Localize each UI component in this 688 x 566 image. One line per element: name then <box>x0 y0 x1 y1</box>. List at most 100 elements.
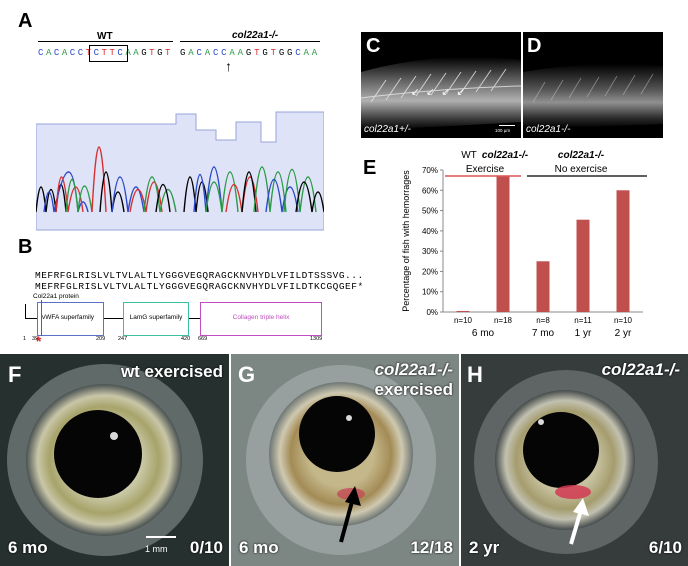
h-arrow-icon <box>569 498 589 545</box>
dna-base: G <box>157 48 164 58</box>
dna-base: G <box>180 48 186 58</box>
age-label: 7 mo <box>532 328 555 339</box>
fish-vessels-c <box>361 56 521 130</box>
panel-e-letter: E <box>363 157 377 179</box>
y-tick-label: 10% <box>422 288 438 297</box>
vwfa-label: vWFA superfamily <box>42 314 95 321</box>
dna-base: C <box>117 48 124 58</box>
panel-c-image: ↙ ↙ ↙ ↙ col22a1+/- 100 µm <box>361 32 521 138</box>
mut-protein-sequence: MEFRFGLRISLVLTVLALTLYGGGVEGQRAGCKNVHYDLV… <box>35 281 364 292</box>
panel-h-letter: H <box>467 362 483 387</box>
g-title-2: exercised <box>374 380 453 399</box>
dna-base: A <box>45 48 52 58</box>
h-count: 6/10 <box>648 538 682 557</box>
dna-base: C <box>77 48 84 58</box>
y-tick-label: 20% <box>422 267 438 276</box>
lamg-domain: LamG superfamily <box>123 302 189 336</box>
f-age: 6 mo <box>8 538 48 557</box>
f-title: wt exercised <box>120 362 223 381</box>
dna-base: G <box>278 48 285 58</box>
bar-0 <box>456 310 470 312</box>
mutation-marker-line <box>41 300 42 336</box>
panel-b-letter: B <box>18 236 33 258</box>
panel-a-letter: A <box>18 10 33 32</box>
dna-base: G <box>245 48 252 58</box>
bar-4 <box>616 190 630 312</box>
n-label: n=10 <box>614 316 633 325</box>
pos-1309: 1309 <box>310 336 323 342</box>
panel-g-image: col22a1-/- exercised 6 mo 12/18 <box>231 354 459 566</box>
g-count: 12/18 <box>410 538 453 557</box>
f-count: 0/10 <box>189 538 223 557</box>
dna-base: A <box>229 48 236 58</box>
group-mut-2: col22a1-/- <box>558 150 605 161</box>
dna-base: C <box>295 48 302 58</box>
dna-base: T <box>109 48 116 58</box>
dna-base: C <box>38 48 44 58</box>
n-label: n=8 <box>536 316 550 325</box>
protein-label: Col22a1 protein <box>33 293 79 300</box>
panel-d-letter: D <box>527 35 542 57</box>
dna-base: G <box>287 48 293 58</box>
vwfa-domain: vWFA superfamily <box>37 302 104 336</box>
dna-base: G <box>262 48 269 58</box>
wt-bracket <box>38 41 173 42</box>
h-arrow <box>565 496 591 546</box>
h-age: 2 yr <box>469 538 500 557</box>
dna-base: A <box>311 48 318 58</box>
deletion-box <box>89 45 128 62</box>
c-arrows: ↙ ↙ ↙ ↙ <box>411 87 467 98</box>
panel-d-image: col22a1-/- <box>523 32 663 138</box>
collagen-label: Collagen triple helix <box>232 314 290 321</box>
panel-g-letter: G <box>238 362 256 387</box>
group-mut: col22a1-/- <box>482 150 529 161</box>
panel-f-letter: F <box>8 362 22 387</box>
dna-base: A <box>61 48 68 58</box>
mutation-arrow: ↑ <box>225 58 232 74</box>
bar-2 <box>536 261 550 312</box>
dna-base: A <box>125 48 132 58</box>
dna-base: T <box>85 48 92 58</box>
c-genotype: col22a1+/- <box>364 124 411 135</box>
n-label: n=10 <box>454 316 473 325</box>
panel-h-image: col22a1-/- 2 yr 6/10 <box>461 354 688 566</box>
pos-420: 420 <box>181 336 191 342</box>
c-scale-bar <box>499 125 515 126</box>
y-tick-label: 70% <box>422 166 438 175</box>
pos-39: 39 <box>32 336 39 342</box>
y-tick-label: 30% <box>422 247 438 256</box>
collagen-domain: Collagen triple helix <box>200 302 322 336</box>
mut-protein-text: MEFRFGLRISLVLTVLALTLYGGGVEGQRAGCKNVHYDLV… <box>35 281 364 292</box>
f-scale-bar <box>146 536 176 538</box>
panel-c-letter: C <box>366 35 381 57</box>
age-label: 6 mo <box>472 328 495 339</box>
hemorrhage-chart: 0% 10% 20% 30% 40% 50% 60% 70% Percentage of fis… <box>401 150 647 339</box>
wt-protein-sequence: MEFRFGLRISLVLTVLALTLYGGGVEGQRAGCKNVHYDLV… <box>35 270 364 281</box>
bar-3 <box>576 219 590 312</box>
f-scale-label: 1 mm <box>145 544 168 554</box>
pos-1: 1 <box>23 336 27 342</box>
dna-base: T <box>270 48 277 58</box>
c-scale-label: 100 µm <box>495 128 511 133</box>
group-wt: WT <box>461 150 477 161</box>
panel-f-image: wt exercised 6 mo 0/10 1 mm <box>0 354 229 566</box>
dna-base: A <box>188 48 195 58</box>
dna-base: A <box>303 48 310 58</box>
dna-base: C <box>221 48 228 58</box>
eye-photo-f <box>0 354 229 566</box>
bar-1 <box>496 176 510 312</box>
dna-base: C <box>53 48 60 58</box>
g-arrow <box>335 484 363 544</box>
dna-base: C <box>93 48 100 58</box>
g-arrow-icon <box>339 486 361 543</box>
d-genotype: col22a1-/- <box>526 124 571 135</box>
lamg-label: LamG superfamily <box>129 314 183 321</box>
group-exercise: Exercise <box>466 164 505 175</box>
y-tick-label: 50% <box>422 207 438 216</box>
y-tick-label: 0% <box>426 308 438 317</box>
h-title: col22a1-/- <box>601 360 680 379</box>
dna-base: C <box>212 48 219 58</box>
dna-base: C <box>69 48 76 58</box>
dna-base: A <box>133 48 140 58</box>
